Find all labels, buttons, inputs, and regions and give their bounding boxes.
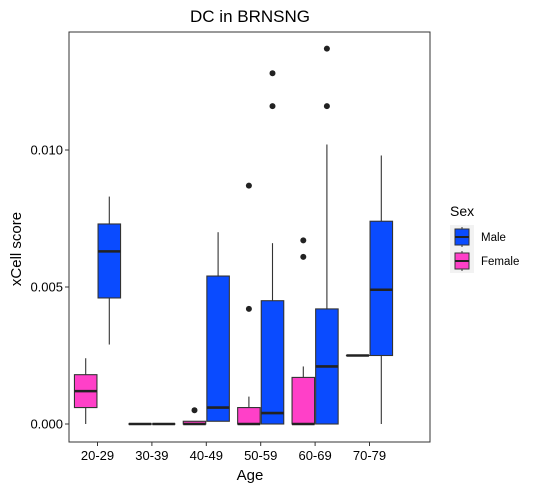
box-male-60-69 xyxy=(315,45,339,425)
y-axis-title: xCell score xyxy=(8,212,25,286)
plot-marks xyxy=(73,45,394,426)
x-tick-label: 70-79 xyxy=(353,448,386,463)
outlier-point xyxy=(245,305,252,312)
box-male-50-59 xyxy=(260,70,285,425)
x-tick-label: 60-69 xyxy=(298,448,331,463)
y-tick-label: 0.010 xyxy=(30,143,63,158)
outlier-point xyxy=(191,407,198,414)
legend-item-female: Female xyxy=(450,249,519,273)
outlier-point xyxy=(323,103,330,110)
x-tick-label: 50-59 xyxy=(244,448,277,463)
legend-item-male: Male xyxy=(450,225,506,249)
box-iqr xyxy=(260,300,285,425)
outlier-point xyxy=(269,70,276,77)
box-male-20-29 xyxy=(97,196,122,345)
x-tick-label: 40-49 xyxy=(190,448,223,463)
legend-title: Sex xyxy=(450,203,474,219)
box-iqr xyxy=(206,275,230,422)
outlier-point xyxy=(245,182,252,189)
chart-title: DC in BRNSNG xyxy=(190,7,310,26)
axes: 0.000 0.005 0.010 20-29 30-39 40-49 50-59 60-69… xyxy=(30,143,386,464)
box-iqr xyxy=(291,376,316,425)
x-tick-label: 20-29 xyxy=(81,448,114,463)
box-female-20-29 xyxy=(73,358,98,424)
legend-label: Male xyxy=(481,232,506,244)
box-male-70-79 xyxy=(369,155,394,424)
y-tick-label: 0.000 xyxy=(30,417,63,432)
legend-label: Female xyxy=(481,256,519,268)
box-iqr xyxy=(237,407,261,425)
y-tick-label: 0.005 xyxy=(30,280,63,295)
outlier-point xyxy=(269,103,276,110)
box-female-50-59 xyxy=(237,182,261,426)
legend: Sex Male Female xyxy=(450,203,519,273)
outlier-point xyxy=(300,253,307,260)
box-iqr xyxy=(369,220,394,357)
box-female-40-49 xyxy=(182,407,207,426)
box-male-40-49 xyxy=(206,232,230,422)
box-iqr xyxy=(97,223,122,299)
x-tick-label: 30-39 xyxy=(135,448,168,463)
x-axis-title: Age xyxy=(237,467,264,484)
box-female-60-69 xyxy=(291,237,316,426)
outlier-point xyxy=(323,45,330,52)
outlier-point xyxy=(300,237,307,244)
